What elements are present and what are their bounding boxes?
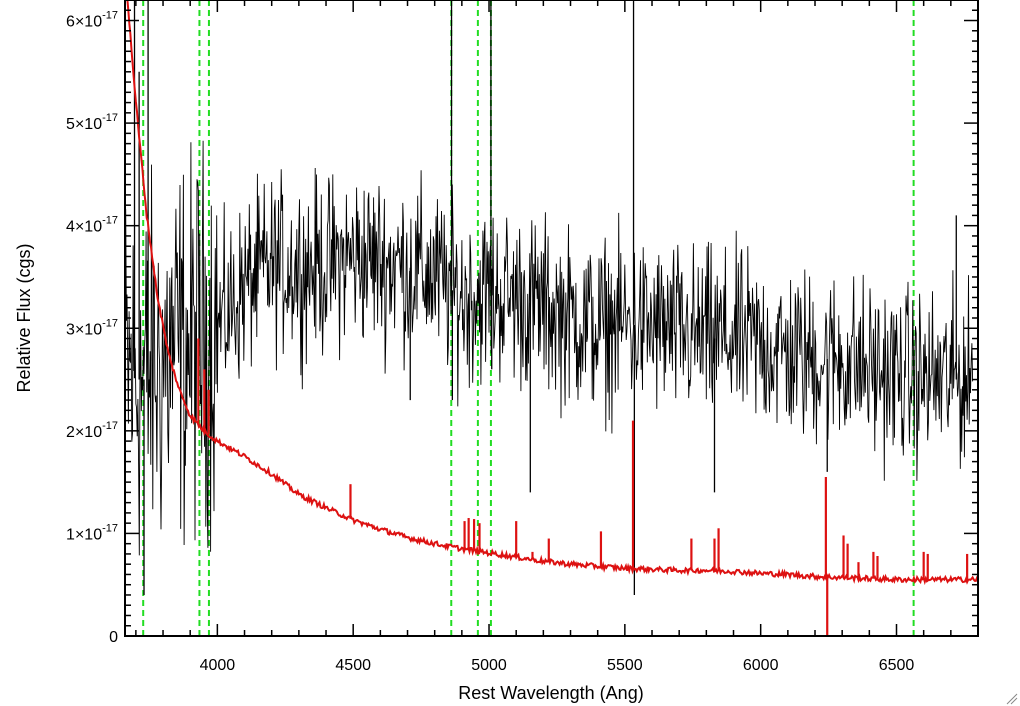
y-tick-label: 2×10-17 <box>66 420 118 441</box>
y-tick-label: 4×10-17 <box>66 215 118 236</box>
x-tick-label: 5500 <box>607 657 643 674</box>
y-axis-label: Relative Flux (cgs) <box>14 243 34 392</box>
x-tick-label: 6000 <box>743 657 779 674</box>
x-tick-label: 4000 <box>200 657 236 674</box>
x-axis-label: Rest Wavelength (Ang) <box>458 683 643 703</box>
resize-grip-icon[interactable] <box>1006 693 1018 705</box>
y-axis: 0 1×10-17 2×10-17 3×10-17 4×10-17 5×10-17 6×10… <box>66 0 978 646</box>
y-tick-label: 0 <box>109 629 118 646</box>
x-tick-label: 6500 <box>879 657 915 674</box>
observed-spectrum-line <box>125 140 974 556</box>
model-spectrum-line <box>126 0 978 586</box>
x-tick-label: 5000 <box>471 657 507 674</box>
y-tick-label: 3×10-17 <box>66 317 118 338</box>
x-axis: 4000 4500 5000 5500 6000 6500 <box>135 0 979 674</box>
y-tick-label: 6×10-17 <box>66 10 118 31</box>
plot-area <box>124 0 979 637</box>
y-tick-label: 5×10-17 <box>66 112 118 133</box>
x-tick-label: 4500 <box>335 657 371 674</box>
y-tick-label: 1×10-17 <box>66 522 118 543</box>
